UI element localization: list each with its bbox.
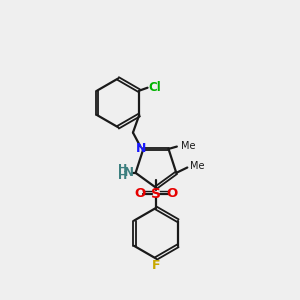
Text: N: N xyxy=(136,142,146,155)
Text: N: N xyxy=(124,167,134,179)
Text: Me: Me xyxy=(181,141,196,151)
Text: H: H xyxy=(118,164,128,174)
Text: S: S xyxy=(151,187,161,201)
Text: H: H xyxy=(118,171,128,182)
Text: F: F xyxy=(152,259,160,272)
Text: O: O xyxy=(134,187,146,200)
Text: Cl: Cl xyxy=(148,81,161,94)
Text: O: O xyxy=(167,187,178,200)
Text: Me: Me xyxy=(190,161,205,171)
